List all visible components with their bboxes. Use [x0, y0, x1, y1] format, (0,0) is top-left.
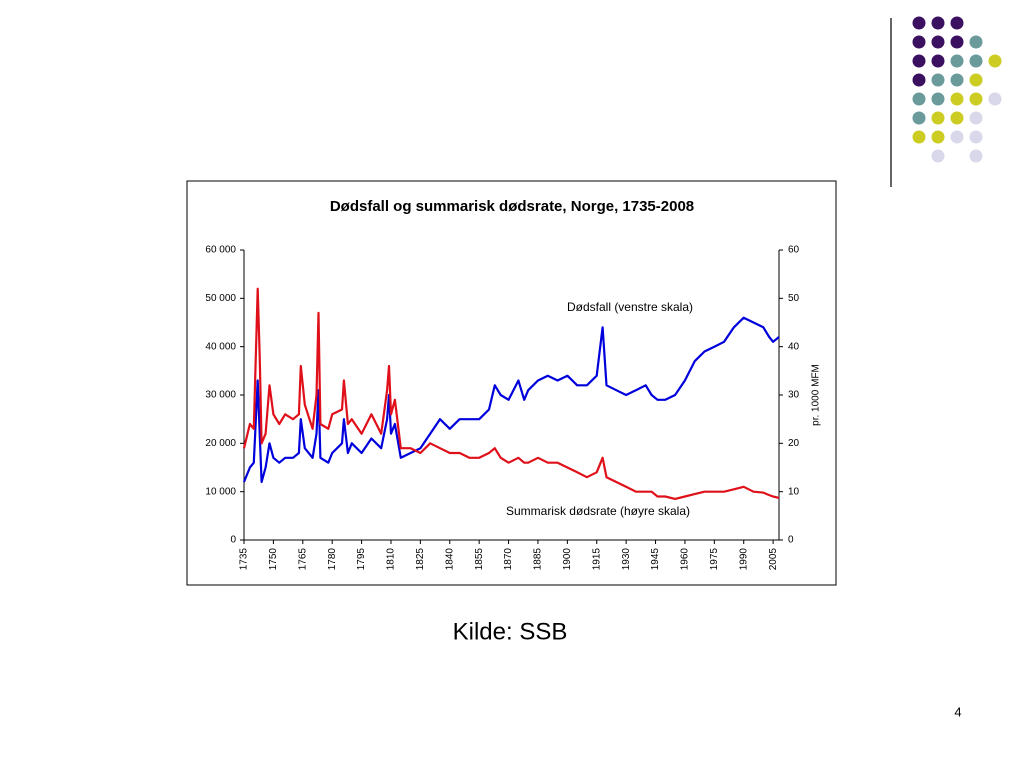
dot	[931, 54, 945, 68]
dot	[969, 130, 983, 144]
y-tick-label: 60 000	[205, 245, 236, 256]
y-tick-label: 10 000	[205, 486, 236, 497]
x-tick-label: 1795	[356, 548, 367, 571]
dot	[950, 73, 964, 87]
x-tick-label: 1960	[680, 548, 691, 571]
x-tick-label: 1915	[591, 548, 602, 571]
x-tick-label: 1870	[503, 548, 514, 571]
x-tick-label: 1945	[650, 548, 661, 571]
dot	[950, 54, 964, 68]
decoration	[912, 16, 1002, 163]
series-annotation: Summarisk dødsrate (høyre skala)	[506, 504, 690, 518]
dot	[950, 16, 964, 30]
chart-title: Dødsfall og summarisk dødsrate, Norge, 1…	[330, 198, 694, 215]
dot	[912, 16, 926, 30]
dot	[988, 92, 1002, 106]
y2-tick-label: 10	[788, 486, 800, 497]
y2-tick-label: 40	[788, 341, 800, 352]
dot	[912, 92, 926, 106]
dot	[969, 149, 983, 163]
y-tick-label: 30 000	[205, 390, 236, 401]
x-tick-label: 1810	[386, 548, 397, 571]
series-line	[242, 316, 780, 484]
y2-tick-label: 50	[788, 293, 800, 304]
dot	[931, 16, 945, 30]
x-tick-label: 1885	[533, 548, 544, 571]
dot	[969, 35, 983, 49]
series-annotation: Dødsfall (venstre skala)	[567, 300, 693, 314]
y-tick-label: 0	[230, 535, 236, 546]
x-tick-label: 1990	[738, 548, 749, 571]
y2-tick-label: 20	[788, 438, 800, 449]
x-tick-label: 1825	[415, 548, 426, 571]
dot	[912, 73, 926, 87]
series-line	[242, 287, 780, 500]
dot	[931, 35, 945, 49]
dot	[950, 130, 964, 144]
y2-tick-label: 60	[788, 245, 800, 256]
y2-tick-label: 0	[788, 535, 794, 546]
x-tick-label: 1930	[621, 548, 632, 571]
dot	[912, 111, 926, 125]
dot	[931, 92, 945, 106]
x-tick-label: 1765	[297, 548, 308, 571]
x-tick-label: 1780	[327, 548, 338, 571]
chart-frame	[186, 180, 837, 586]
dot	[969, 54, 983, 68]
x-tick-label: 1735	[239, 548, 250, 571]
dot	[969, 73, 983, 87]
x-tick-label: 1900	[562, 548, 573, 571]
dot	[912, 35, 926, 49]
dot	[912, 54, 926, 68]
dot	[950, 92, 964, 106]
x-tick-label: 1855	[474, 548, 485, 571]
dot	[950, 111, 964, 125]
dot	[931, 73, 945, 87]
y2-tick-label: 30	[788, 390, 800, 401]
x-tick-label: 1840	[444, 548, 455, 571]
dot	[931, 149, 945, 163]
y-tick-label: 50 000	[205, 293, 236, 304]
dot	[969, 92, 983, 106]
x-tick-label: 1750	[268, 548, 279, 571]
dot	[912, 130, 926, 144]
page-number: 4	[954, 704, 961, 719]
x-tick-label: 2005	[768, 548, 779, 571]
x-tick-label: 1975	[709, 548, 720, 571]
dot	[988, 54, 1002, 68]
source: Kilde: SSB	[453, 618, 568, 645]
dot	[931, 130, 945, 144]
dot	[950, 35, 964, 49]
y-tick-label: 20 000	[205, 438, 236, 449]
dot	[969, 111, 983, 125]
y-tick-label: 40 000	[205, 341, 236, 352]
y2-axis-label: pr. 1000 MFM	[811, 364, 822, 426]
dot	[931, 111, 945, 125]
